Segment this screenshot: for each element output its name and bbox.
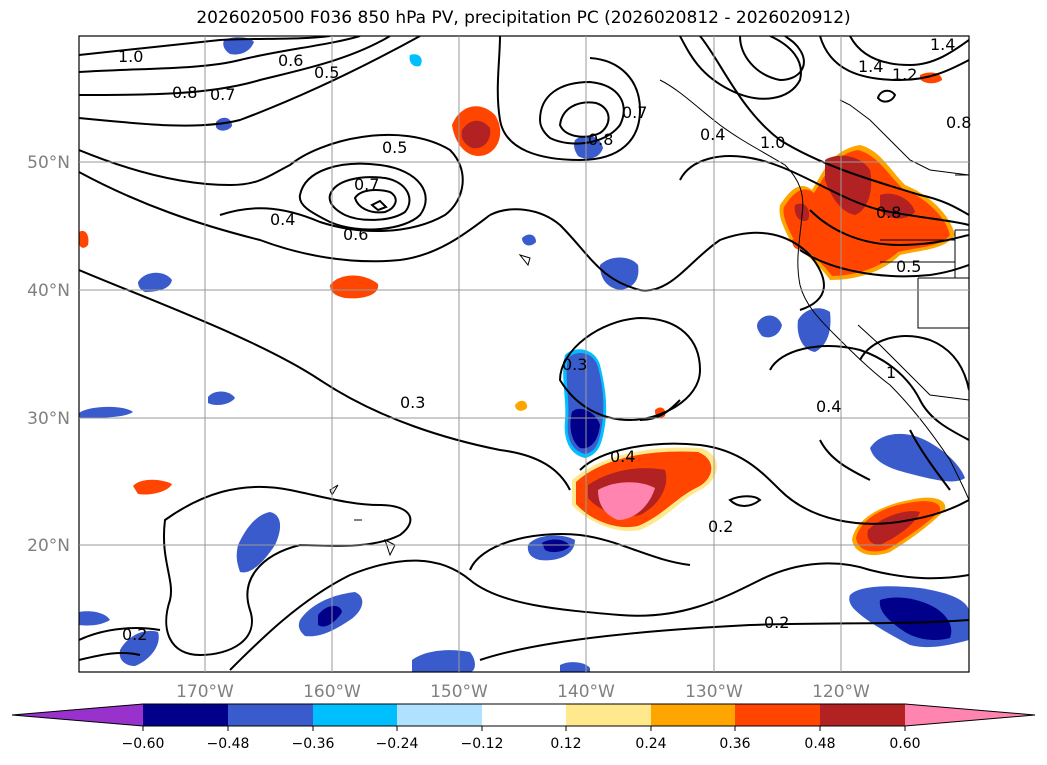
contour-label: 0.5 <box>896 257 921 276</box>
pv-contours <box>79 36 969 671</box>
colorbar-tick-label: −0.36 <box>292 736 335 752</box>
contour-label: 1.0 <box>118 47 143 66</box>
colorbar-tick-label: −0.60 <box>122 736 165 752</box>
contour-label: 0.3 <box>562 355 587 374</box>
colorbar-extension-right <box>905 704 1035 726</box>
map-area <box>79 36 969 672</box>
contour-label: 0.6 <box>343 225 368 244</box>
contour-label: 0.2 <box>764 613 789 632</box>
colorbar-tick-label: 0.24 <box>635 736 666 752</box>
map-frame <box>78 35 970 673</box>
colorbar-segment <box>228 704 313 726</box>
contour-label: 0.7 <box>354 175 379 194</box>
colorbar-segment <box>651 704 735 726</box>
contour-label: 0.4 <box>270 210 295 229</box>
colorbar-extension-left <box>12 704 143 726</box>
colorbar-segment <box>566 704 651 726</box>
contour-label: 0.5 <box>382 138 407 157</box>
contour-label: 0.8 <box>588 130 613 149</box>
lat-axis: 50°N 40°N 30°N 20°N <box>27 153 70 556</box>
colorbar-tick-label: 0.60 <box>889 736 920 752</box>
colorbar-tick-label: 0.12 <box>550 736 581 752</box>
contour-label: 0.2 <box>708 517 733 536</box>
contour-label: 0.2 <box>122 625 147 644</box>
colorbar-tick-label: 0.48 <box>804 736 835 752</box>
contour-label: 0.4 <box>700 125 725 144</box>
contour-label: 0.3 <box>400 393 425 412</box>
colorbar-tick-label: 0.36 <box>719 736 750 752</box>
contour-label: 1.0 <box>760 133 785 152</box>
colorbar-segment <box>482 704 566 726</box>
colorbar-segment <box>735 704 820 726</box>
contour-label: 1 <box>886 363 896 382</box>
colorbar-segment <box>143 704 228 726</box>
lon-tick-label: 140°W <box>557 682 615 702</box>
colorbar-tick-label: −0.24 <box>376 736 419 752</box>
colorbar-segment <box>397 704 482 726</box>
lon-tick-label: 160°W <box>303 682 361 702</box>
colorbar-segment <box>313 704 397 726</box>
colorbar-tick-label: −0.12 <box>461 736 504 752</box>
lon-tick-label: 120°W <box>812 682 870 702</box>
contour-labels: 1.0 0.8 0.7 0.6 0.5 0.4 0.7 0.8 0.5 0.7 … <box>118 35 971 644</box>
contour-label: 0.8 <box>876 203 901 222</box>
lon-tick-label: 170°W <box>176 682 234 702</box>
contour-label: 0.5 <box>314 63 339 82</box>
contour-label: 0.7 <box>622 103 647 122</box>
contour-label: 1.2 <box>892 65 917 84</box>
contour-label: 0.8 <box>946 113 971 132</box>
precip-negative <box>79 37 969 672</box>
lat-tick-label: 20°N <box>27 536 70 556</box>
contour-label: 0.6 <box>278 51 303 70</box>
lon-axis: 170°W 160°W 150°W 140°W 130°W 120°W <box>176 682 870 702</box>
colorbar-segment <box>820 704 905 726</box>
contour-label: 0.4 <box>816 397 841 416</box>
contour-label: 1.4 <box>930 35 955 54</box>
colorbar: −0.60 −0.48 −0.36 −0.24 −0.12 0.12 0.24 … <box>11 703 1036 752</box>
coastlines <box>329 79 969 557</box>
contour-label: 1.4 <box>858 57 883 76</box>
colorbar-tick-label: −0.48 <box>207 736 250 752</box>
graticule <box>79 36 969 672</box>
lat-tick-label: 50°N <box>27 153 70 173</box>
contour-label: 0.8 <box>172 83 197 102</box>
contour-label: 0.7 <box>210 85 235 104</box>
lat-tick-label: 40°N <box>27 281 70 301</box>
lon-tick-label: 150°W <box>430 682 488 702</box>
contour-label: 0.4 <box>610 447 635 466</box>
lat-tick-label: 30°N <box>27 409 70 429</box>
lon-tick-label: 130°W <box>685 682 743 702</box>
map-title: 2026020500 F036 850 hPa PV, precipitatio… <box>196 8 851 28</box>
